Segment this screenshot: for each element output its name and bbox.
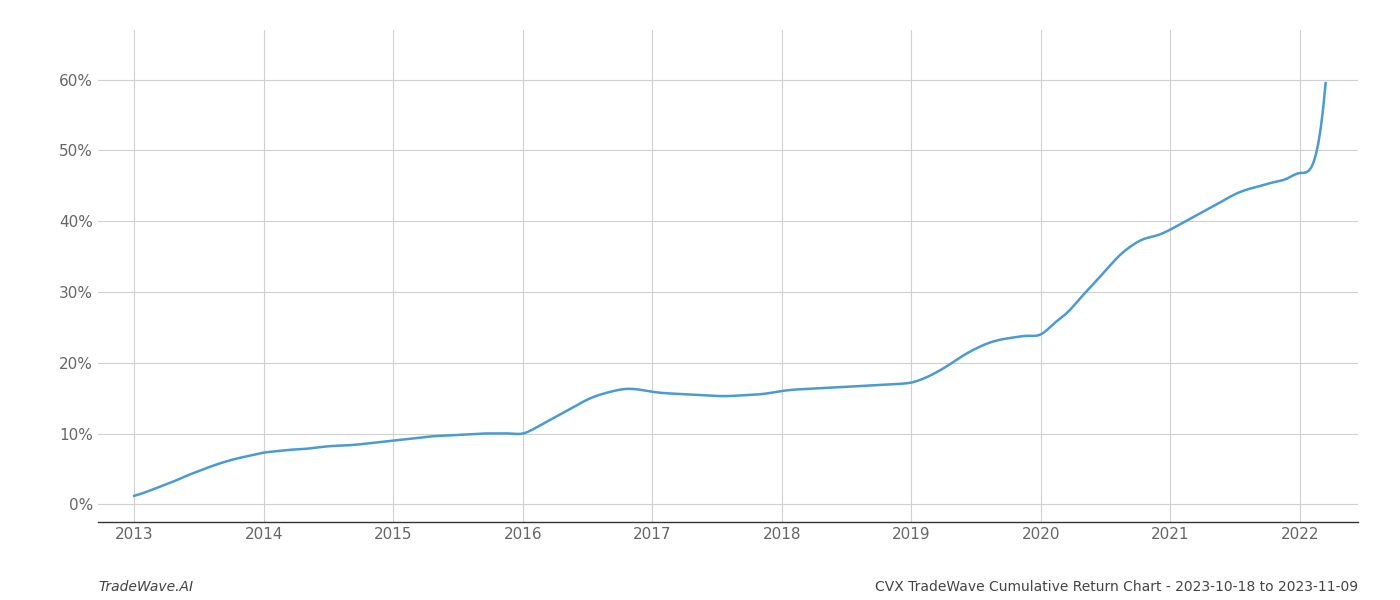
Text: CVX TradeWave Cumulative Return Chart - 2023-10-18 to 2023-11-09: CVX TradeWave Cumulative Return Chart - … bbox=[875, 580, 1358, 594]
Text: TradeWave.AI: TradeWave.AI bbox=[98, 580, 193, 594]
